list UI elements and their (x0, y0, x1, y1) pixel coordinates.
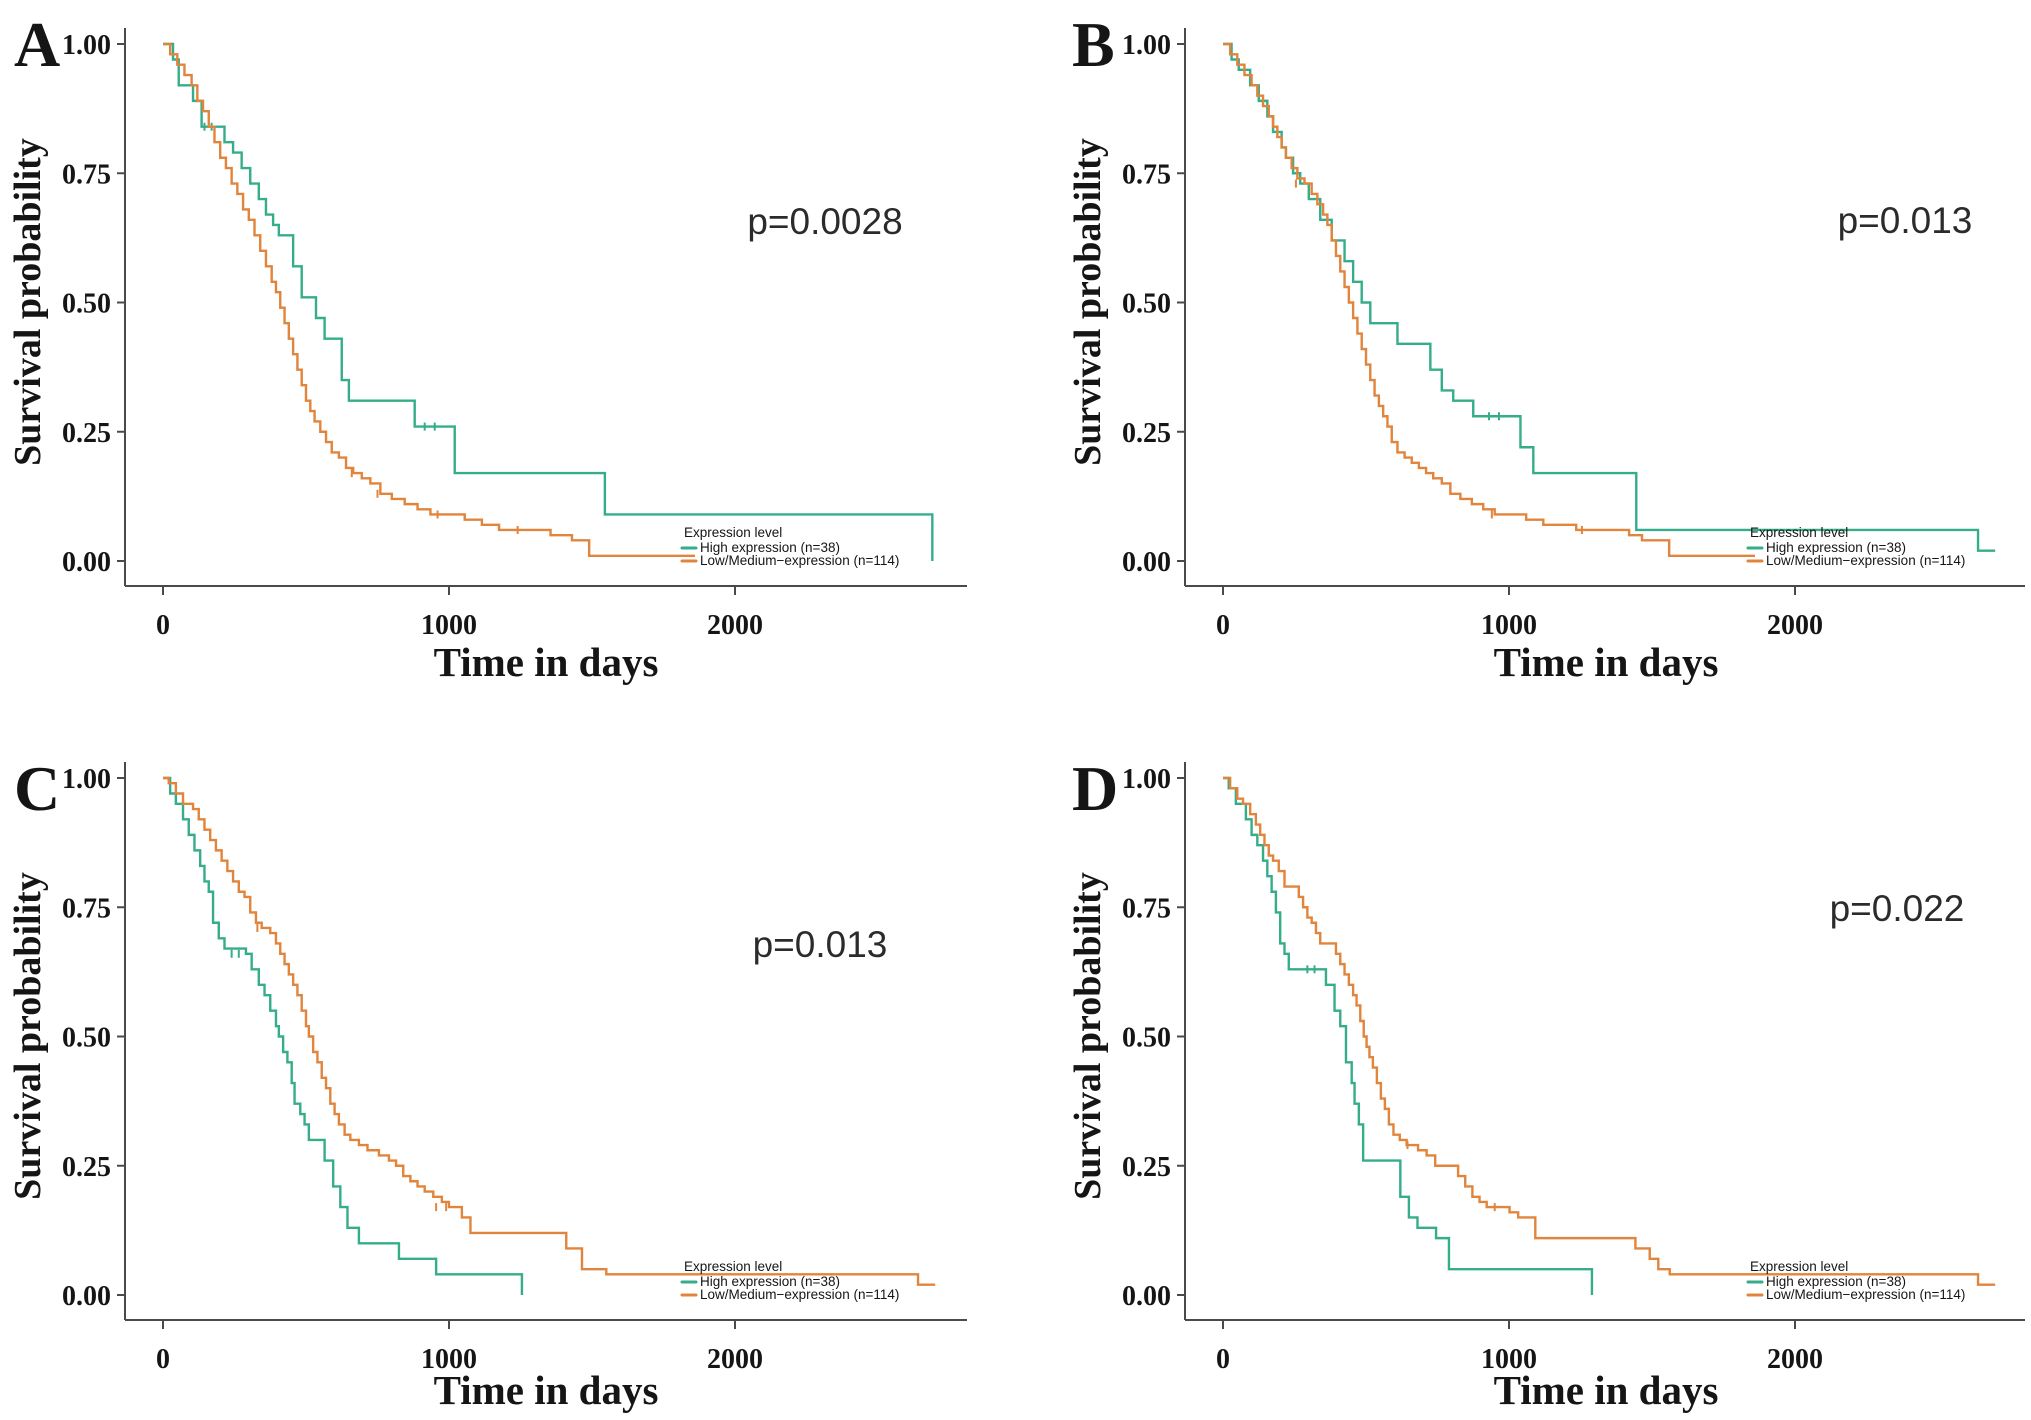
y-tick-label: 0.50 (1122, 1023, 1171, 1054)
x-tick-label: 0 (1216, 610, 1230, 641)
y-axis-title: Survival probability (7, 872, 49, 1200)
y-tick-label: 0.50 (1122, 289, 1171, 320)
legend-label-low: Low/Medium−expression (n=114) (1766, 1287, 1965, 1302)
survival-curve-low-medium-expression (1223, 42, 1755, 558)
y-tick-label: 0.50 (62, 289, 111, 320)
y-axis-title: Survival probability (7, 138, 49, 466)
survival-curve-high-expression (1223, 42, 1996, 552)
p-value-label: p=0.0028 (747, 201, 902, 242)
y-tick-label: 0.00 (62, 1281, 111, 1312)
panel-letter: C (14, 753, 60, 824)
x-tick-label: 1000 (1481, 610, 1537, 641)
x-axis-title: Time in days (434, 1367, 659, 1413)
y-tick-label: 0.50 (62, 1023, 111, 1054)
legend-label-low: Low/Medium−expression (n=114) (1766, 553, 1965, 568)
x-tick-label: 2000 (707, 610, 763, 641)
y-tick-label: 1.00 (1122, 764, 1171, 795)
survival-curve-low-medium-expression (1223, 776, 1996, 1286)
p-value-label: p=0.013 (753, 924, 888, 965)
panel-letter: B (1072, 9, 1115, 80)
legend-label-low: Low/Medium−expression (n=114) (700, 1287, 899, 1302)
y-tick-label: 0.00 (1122, 547, 1171, 578)
legend-label-high: High expression (n=38) (700, 540, 840, 555)
p-value-label: p=0.022 (1830, 888, 1965, 929)
y-tick-label: 0.00 (62, 547, 111, 578)
x-tick-label: 2000 (1767, 610, 1823, 641)
survival-curve-low-medium-expression (163, 42, 695, 558)
x-axis-title: Time in days (434, 639, 659, 685)
y-tick-label: 0.25 (62, 1152, 111, 1183)
y-axis-title: Survival probability (1067, 138, 1109, 466)
x-tick-label: 1000 (421, 1344, 477, 1375)
y-tick-label: 0.25 (62, 418, 111, 449)
y-axis-title: Survival probability (1067, 872, 1109, 1200)
panel-A: 1.00 0.75 0.50 0.25 0.00 0 1000 2000 A Survival p… (7, 9, 967, 685)
y-tick-label: 0.75 (62, 893, 111, 924)
legend-title: Expression level (684, 525, 782, 540)
y-tick-label: 0.75 (1122, 159, 1171, 190)
panel-C: 1.00 0.75 0.50 0.25 0.00 0 1000 2000 C Survival p… (7, 753, 967, 1413)
x-tick-label: 1000 (1481, 1344, 1537, 1375)
y-tick-label: 0.75 (1122, 893, 1171, 924)
x-tick-label: 0 (156, 610, 170, 641)
y-tick-label: 0.25 (1122, 418, 1171, 449)
legend-title: Expression level (1750, 525, 1848, 540)
x-tick-label: 0 (1216, 1344, 1230, 1375)
y-tick-label: 0.25 (1122, 1152, 1171, 1183)
panel-letter: D (1072, 753, 1118, 824)
legend-label-high: High expression (n=38) (1766, 540, 1906, 555)
y-tick-label: 1.00 (62, 764, 111, 795)
panel-B: 1.00 0.75 0.50 0.25 0.00 0 1000 2000 B Survival p… (1067, 9, 2025, 685)
x-tick-label: 1000 (421, 610, 477, 641)
y-tick-label: 1.00 (1122, 30, 1171, 61)
y-tick-label: 1.00 (62, 30, 111, 61)
legend-label-low: Low/Medium−expression (n=114) (700, 553, 899, 568)
survival-curve-high-expression (1223, 776, 1594, 1295)
x-axis-title: Time in days (1494, 639, 1719, 685)
p-value-label: p=0.013 (1838, 200, 1973, 241)
legend-title: Expression level (684, 1259, 782, 1274)
survival-curve-low-medium-expression (163, 776, 936, 1286)
y-tick-label: 0.00 (1122, 1281, 1171, 1312)
x-tick-label: 2000 (1767, 1344, 1823, 1375)
panel-letter: A (14, 9, 60, 80)
panel-D: 1.00 0.75 0.50 0.25 0.00 0 1000 2000 D Survival p… (1067, 753, 2025, 1413)
survival-curve-high-expression (163, 776, 524, 1295)
legend-label-high: High expression (n=38) (700, 1274, 840, 1289)
x-tick-label: 0 (156, 1344, 170, 1375)
legend-title: Expression level (1750, 1259, 1848, 1274)
y-tick-label: 0.75 (62, 159, 111, 190)
legend-label-high: High expression (n=38) (1766, 1274, 1906, 1289)
x-axis-title: Time in days (1494, 1367, 1719, 1413)
x-tick-label: 2000 (707, 1344, 763, 1375)
survival-curve-high-expression (163, 42, 934, 561)
